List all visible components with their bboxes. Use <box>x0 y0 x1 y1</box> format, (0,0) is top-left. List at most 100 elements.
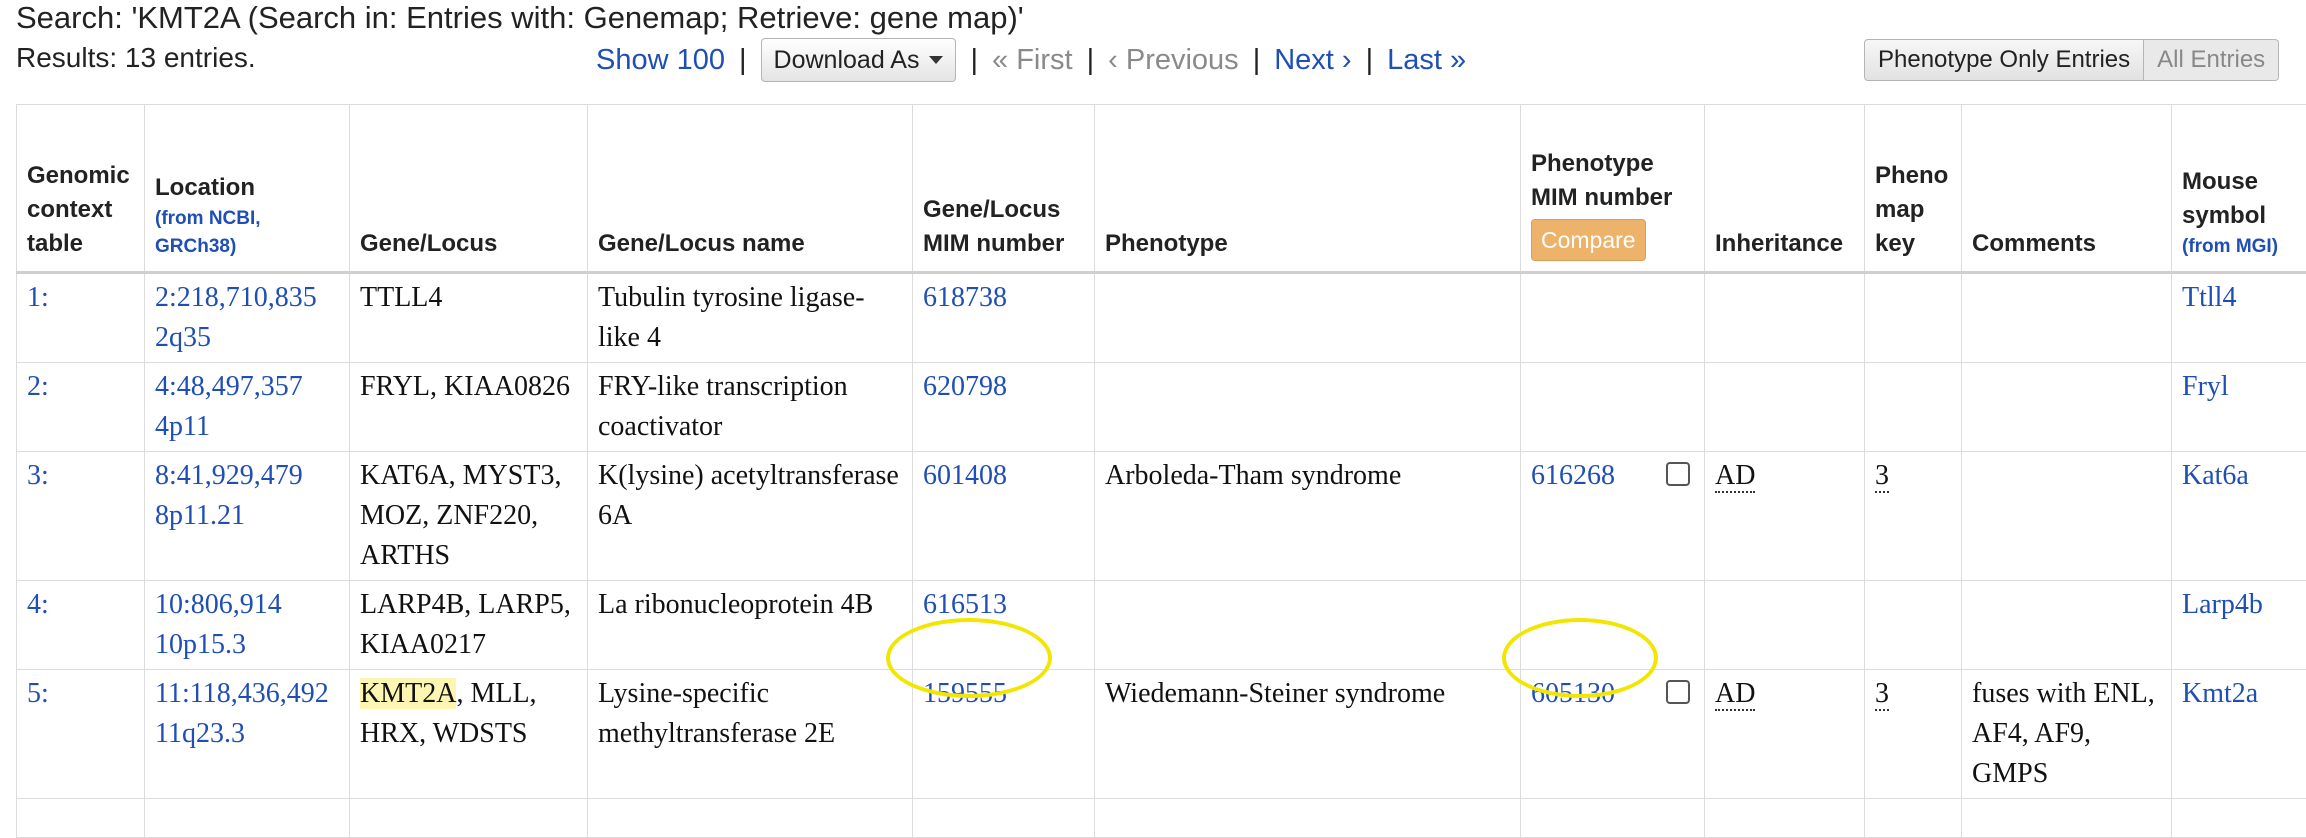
header-phenotype: Phenotype <box>1095 105 1521 273</box>
gene-mim-link[interactable]: 159555 <box>923 678 1007 709</box>
header-pheno-map-key: Pheno map key <box>1865 105 1962 273</box>
table-row: 4: 10:806,914 10p15.3 LARP4B, LARP5, KIAA02… <box>17 581 2306 670</box>
cytoband-link[interactable]: 11q23.3 <box>155 718 245 749</box>
mouse-symbol-cell: Larp4b <box>2172 581 2306 670</box>
genomic-context-cell: 1: <box>17 273 145 363</box>
pheno-map-key-abbr[interactable]: 3 <box>1875 678 1889 711</box>
header-gene-locus: Gene/Locus <box>350 105 588 273</box>
header-location-source: (from NCBI, GRCh38) <box>155 205 339 261</box>
genomic-context-link[interactable]: 1: <box>27 282 49 313</box>
compare-button[interactable]: Compare <box>1531 219 1646 261</box>
gene-mim-cell: 616513 <box>913 581 1095 670</box>
genomic-context-link[interactable]: 2: <box>27 371 49 402</box>
entry-filter-toggle: Phenotype Only Entries All Entries <box>1864 39 2279 81</box>
header-location-label: Location <box>155 174 255 201</box>
header-mouse-symbol: Mouse symbol (from MGI) <box>2172 105 2306 273</box>
location-coordinate-link[interactable]: 2:218,710,835 <box>155 282 317 313</box>
mouse-symbol-link[interactable]: Kmt2a <box>2182 678 2258 709</box>
mouse-symbol-link[interactable]: Larp4b <box>2182 589 2263 620</box>
last-page-link[interactable]: Last » <box>1387 44 1466 77</box>
phenotype-mim-link[interactable]: 605130 <box>1531 678 1615 709</box>
phenotype-cell <box>1095 581 1521 670</box>
gene-locus-cell: FRYL, KIAA0826 <box>350 363 588 452</box>
location-coordinate-link[interactable]: 10:806,914 <box>155 589 282 620</box>
header-inheritance: Inheritance <box>1705 105 1865 273</box>
phenotype-mim-cell: 605130 <box>1521 670 1705 799</box>
gene-locus-text: TTLL4 <box>360 282 442 313</box>
genomic-context-link[interactable]: 4: <box>27 589 49 620</box>
cytoband-link[interactable]: 8p11.21 <box>155 500 245 531</box>
cytoband-link[interactable]: 2q35 <box>155 322 211 353</box>
mouse-symbol-cell: Fryl <box>2172 363 2306 452</box>
mouse-symbol-cell: Ttll4 <box>2172 273 2306 363</box>
compare-checkbox[interactable] <box>1666 462 1690 486</box>
pheno-map-key-abbr[interactable]: 3 <box>1875 460 1889 493</box>
table-header-row: Genomic context table Location (from NCB… <box>17 105 2306 273</box>
gene-locus-cell: LARP4B, LARP5, KIAA0217 <box>350 581 588 670</box>
download-as-label: Download As <box>774 46 920 75</box>
phenotype-only-entries-button[interactable]: Phenotype Only Entries <box>1864 39 2144 81</box>
header-gene-mim-number: Gene/Locus MIM number <box>913 105 1095 273</box>
mouse-symbol-link[interactable]: Kat6a <box>2182 460 2249 491</box>
table-cell <box>1705 799 1865 838</box>
download-as-button[interactable]: Download As <box>761 38 957 82</box>
previous-page-link: ‹ Previous <box>1108 44 1239 77</box>
table-cell <box>1962 799 2172 838</box>
table-cell <box>1865 799 1962 838</box>
all-entries-button[interactable]: All Entries <box>2144 39 2279 81</box>
phenotype-mim-cell <box>1521 581 1705 670</box>
cytoband-link[interactable]: 10p15.3 <box>155 629 246 660</box>
location-coordinate-link[interactable]: 4:48,497,357 <box>155 371 303 402</box>
phenotype-cell <box>1095 363 1521 452</box>
genomic-context-cell: 5: <box>17 670 145 799</box>
header-mouse-source: (from MGI) <box>2182 233 2296 261</box>
table-cell <box>588 799 913 838</box>
gene-mim-link[interactable]: 601408 <box>923 460 1007 491</box>
mouse-symbol-link[interactable]: Ttll4 <box>2182 282 2236 313</box>
comments-cell <box>1962 581 2172 670</box>
header-phenotype-mim-label: Phenotype MIM number <box>1531 150 1672 211</box>
genomic-context-cell: 3: <box>17 452 145 581</box>
gene-mim-link[interactable]: 616513 <box>923 589 1007 620</box>
mouse-symbol-cell: Kat6a <box>2172 452 2306 581</box>
header-phenotype-mim-number: Phenotype MIM number Compare <box>1521 105 1705 273</box>
gene-map-table: Genomic context table Location (from NCB… <box>16 104 2306 838</box>
location-coordinate-link[interactable]: 11:118,436,492 <box>155 678 329 709</box>
genomic-context-link[interactable]: 3: <box>27 460 49 491</box>
inheritance-abbr[interactable]: AD <box>1715 678 1755 711</box>
gene-locus-text: FRYL, KIAA0826 <box>360 371 570 402</box>
gene-mim-cell: 159555 <box>913 670 1095 799</box>
inheritance-cell: AD <box>1705 452 1865 581</box>
pager-separator: | <box>1253 44 1261 77</box>
gene-locus-text: LARP4B, LARP5, KIAA0217 <box>360 589 571 660</box>
cytoband-link[interactable]: 4p11 <box>155 411 210 442</box>
inheritance-cell <box>1705 273 1865 363</box>
gene-locus-cell: TTLL4 <box>350 273 588 363</box>
next-page-link[interactable]: Next › <box>1274 44 1351 77</box>
comments-cell <box>1962 363 2172 452</box>
pheno-map-key-cell <box>1865 581 1962 670</box>
pheno-map-key-cell <box>1865 273 1962 363</box>
location-coordinate-link[interactable]: 8:41,929,479 <box>155 460 303 491</box>
table-cell <box>913 799 1095 838</box>
gene-locus-cell: KAT6A, MYST3, MOZ, ZNF220, ARTHS <box>350 452 588 581</box>
gene-mim-link[interactable]: 620798 <box>923 371 1007 402</box>
genomic-context-link[interactable]: 5: <box>27 678 49 709</box>
gene-locus-cell: KMT2A, MLL, HRX, WDSTS <box>350 670 588 799</box>
location-cell: 4:48,497,357 4p11 <box>145 363 350 452</box>
compare-checkbox[interactable] <box>1666 680 1690 704</box>
phenotype-mim-cell: 616268 <box>1521 452 1705 581</box>
show-100-link[interactable]: Show 100 <box>596 44 725 77</box>
table-cell <box>1521 799 1705 838</box>
table-row: 5: 11:118,436,492 11q23.3 KMT2A, MLL, HRX, … <box>17 670 2306 799</box>
genomic-context-cell: 2: <box>17 363 145 452</box>
inheritance-abbr[interactable]: AD <box>1715 460 1755 493</box>
gene-locus-name-cell: K(lysine) acetyltransferase 6A <box>588 452 913 581</box>
phenotype-mim-link[interactable]: 616268 <box>1531 460 1615 491</box>
pager-separator: | <box>739 44 747 77</box>
mouse-symbol-link[interactable]: Fryl <box>2182 371 2229 402</box>
location-cell: 8:41,929,479 8p11.21 <box>145 452 350 581</box>
gene-mim-link[interactable]: 618738 <box>923 282 1007 313</box>
